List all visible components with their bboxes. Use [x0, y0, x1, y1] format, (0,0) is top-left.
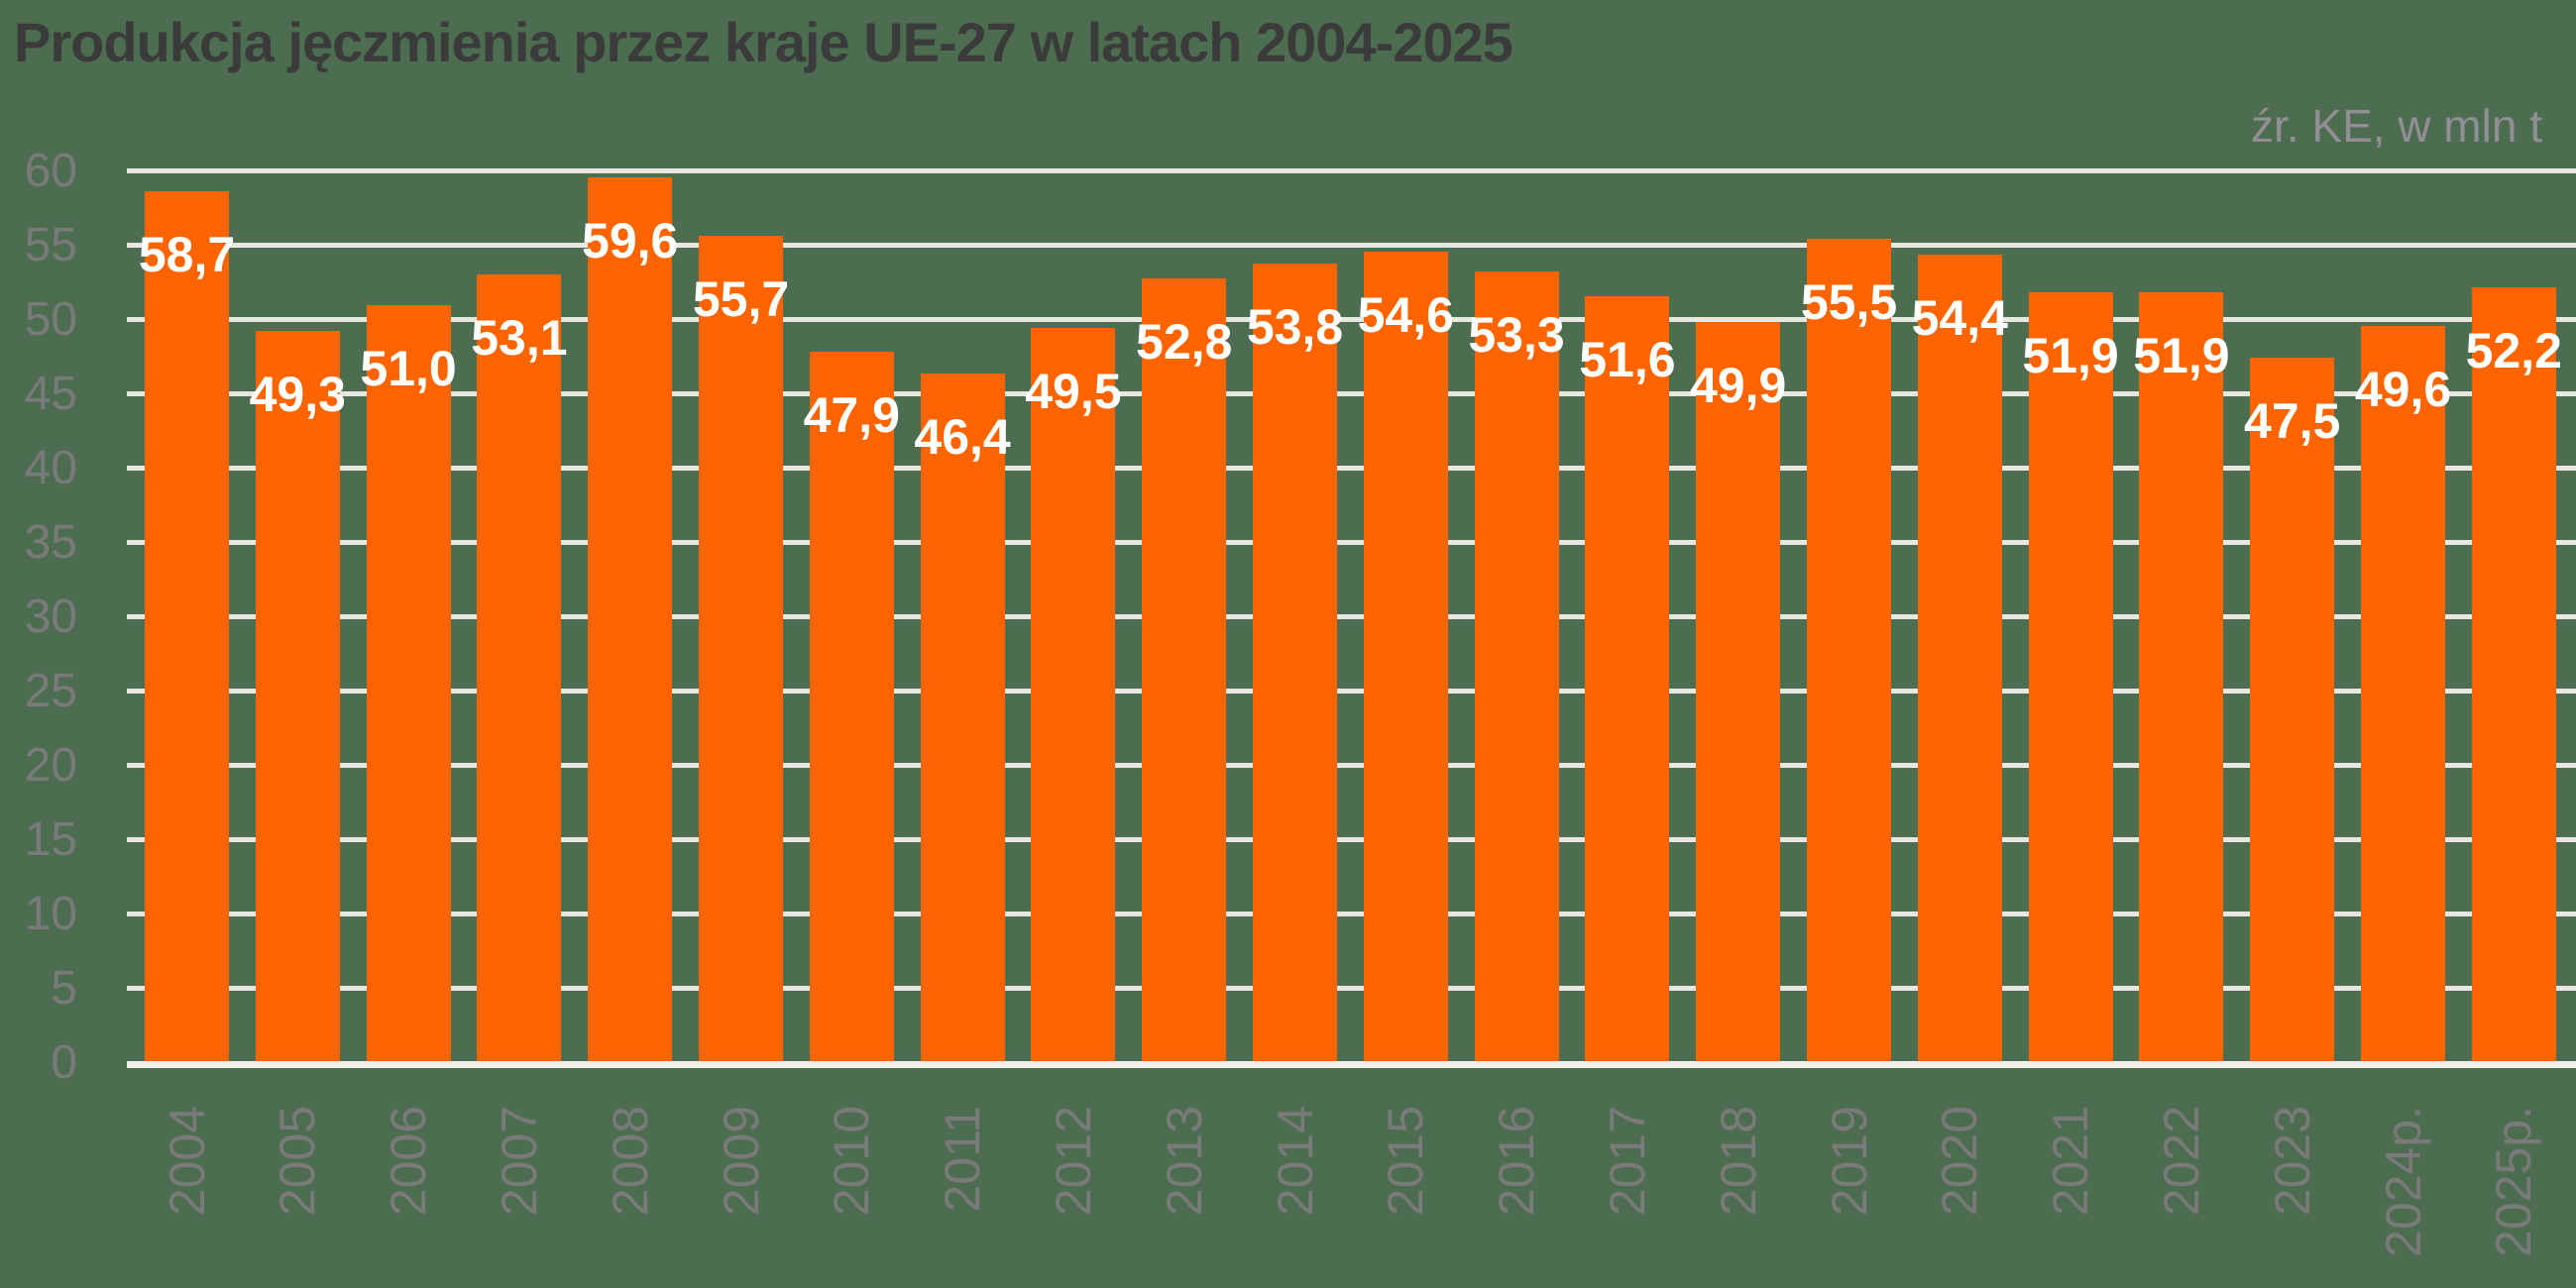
bar-value-label: 51,9 [2022, 327, 2119, 383]
x-axis-label: 2016 [1489, 1106, 1545, 1217]
bar-2018 [1696, 321, 1781, 1061]
bar-value-label: 51,0 [360, 341, 457, 396]
x-axis-label: 2019 [1821, 1106, 1877, 1217]
x-axis-label: 2017 [1599, 1106, 1655, 1217]
bar-value-label: 49,6 [2354, 362, 2452, 417]
bar-value-label: 53,8 [1246, 299, 1344, 355]
x-axis-label: 2020 [1932, 1106, 1988, 1217]
bar-value-label: 49,3 [249, 366, 346, 422]
x-axis-label: 2025p. [2486, 1106, 2542, 1257]
bar-value-label: 51,6 [1579, 332, 1676, 387]
bar-value-label: 47,9 [803, 386, 900, 443]
gridline-5 [127, 986, 2576, 991]
x-axis-label: 2007 [491, 1106, 547, 1217]
y-axis-tick-label: 25 [24, 665, 77, 717]
gridline-45 [127, 391, 2576, 396]
x-axis-label: 2022 [2153, 1106, 2209, 1217]
bar-value-label: 49,5 [1025, 363, 1122, 419]
x-axis-label: 2021 [2043, 1106, 2099, 1217]
bar-2004 [145, 190, 229, 1061]
gridline-10 [127, 912, 2576, 916]
y-axis-tick-label: 15 [24, 813, 77, 866]
gridline-35 [127, 540, 2576, 545]
bar-2014 [1253, 264, 1337, 1061]
x-axis-label: 2015 [1378, 1106, 1434, 1217]
y-axis-tick-label: 50 [24, 293, 77, 346]
bar-2020 [1917, 255, 2002, 1061]
y-axis-tick-label: 60 [24, 145, 77, 197]
bar-value-label: 47,5 [2244, 392, 2341, 449]
y-axis-tick-label: 30 [24, 590, 77, 643]
bar-value-label: 55,5 [1800, 273, 1898, 330]
bar-2024p. [2361, 326, 2445, 1061]
x-axis-label: 2005 [270, 1106, 326, 1217]
bar-value-label: 53,1 [471, 309, 568, 366]
gridline-20 [127, 763, 2576, 768]
x-axis-line [127, 1061, 2576, 1068]
y-axis-tick-label: 5 [51, 962, 77, 1015]
bar-2009 [699, 235, 783, 1061]
bar-value-label: 59,6 [582, 213, 679, 268]
gridline-50 [127, 317, 2576, 322]
bar-2022 [2139, 291, 2224, 1061]
x-axis-label: 2023 [2264, 1106, 2320, 1217]
bar-value-label: 49,9 [1690, 357, 1787, 413]
bar-2013 [1142, 278, 1227, 1061]
y-axis-tick-label: 40 [24, 442, 77, 494]
gridline-55 [127, 243, 2576, 248]
bar-value-label: 53,3 [1468, 306, 1565, 363]
bar-value-label: 58,7 [138, 226, 236, 282]
bar-value-label: 54,4 [1911, 290, 2008, 346]
x-axis-label: 2008 [602, 1106, 658, 1217]
bar-value-label: 46,4 [914, 409, 1011, 465]
gridline-60 [127, 168, 2576, 173]
gridline-40 [127, 466, 2576, 471]
x-axis-label: 2011 [935, 1106, 991, 1213]
y-axis-tick-label: 10 [24, 888, 77, 940]
y-axis-tick-label: 55 [24, 219, 77, 271]
bar-2017 [1585, 296, 1670, 1061]
bar-value-label: 52,2 [2465, 323, 2562, 378]
bar-value-label: 52,8 [1136, 314, 1233, 370]
x-axis-label: 2014 [1267, 1106, 1323, 1217]
gridline-25 [127, 689, 2576, 694]
bar-value-label: 51,9 [2133, 327, 2230, 383]
source-note: źr. KE, w mln t [2251, 100, 2542, 152]
x-axis-label: 2006 [381, 1106, 437, 1217]
y-axis-tick-label: 0 [51, 1036, 77, 1089]
bar-2021 [2028, 291, 2113, 1061]
y-axis-tick-label: 45 [24, 368, 77, 420]
bar-2016 [1474, 270, 1559, 1061]
gridline-30 [127, 614, 2576, 619]
bar-2007 [477, 273, 562, 1061]
bar-value-label: 54,6 [1357, 287, 1454, 343]
x-axis-label: 2018 [1710, 1106, 1766, 1217]
bar-2025p. [2471, 287, 2556, 1061]
x-axis-label: 2010 [824, 1106, 880, 1217]
bar-value-label: 55,7 [692, 270, 790, 327]
bar-2005 [255, 330, 340, 1061]
bar-2010 [809, 351, 894, 1061]
x-axis-label: 2009 [713, 1106, 769, 1217]
x-axis-label: 2012 [1045, 1106, 1101, 1217]
gridline-15 [127, 837, 2576, 842]
bar-2011 [920, 374, 1005, 1061]
y-axis-tick-label: 35 [24, 516, 77, 569]
bar-2015 [1363, 252, 1448, 1061]
bar-2008 [588, 177, 673, 1061]
bar-2023 [2250, 357, 2335, 1061]
bar-2006 [366, 305, 451, 1061]
y-axis-tick-label: 20 [24, 739, 77, 792]
x-axis-label: 2024p. [2375, 1106, 2431, 1257]
x-axis-label: 2013 [1156, 1106, 1212, 1217]
bar-2019 [1807, 238, 1891, 1061]
bar-2012 [1031, 327, 1116, 1061]
x-axis-label: 2004 [159, 1106, 215, 1217]
chart-title: Produkcja jęczmienia przez kraje UE-27 w… [14, 11, 1513, 73]
